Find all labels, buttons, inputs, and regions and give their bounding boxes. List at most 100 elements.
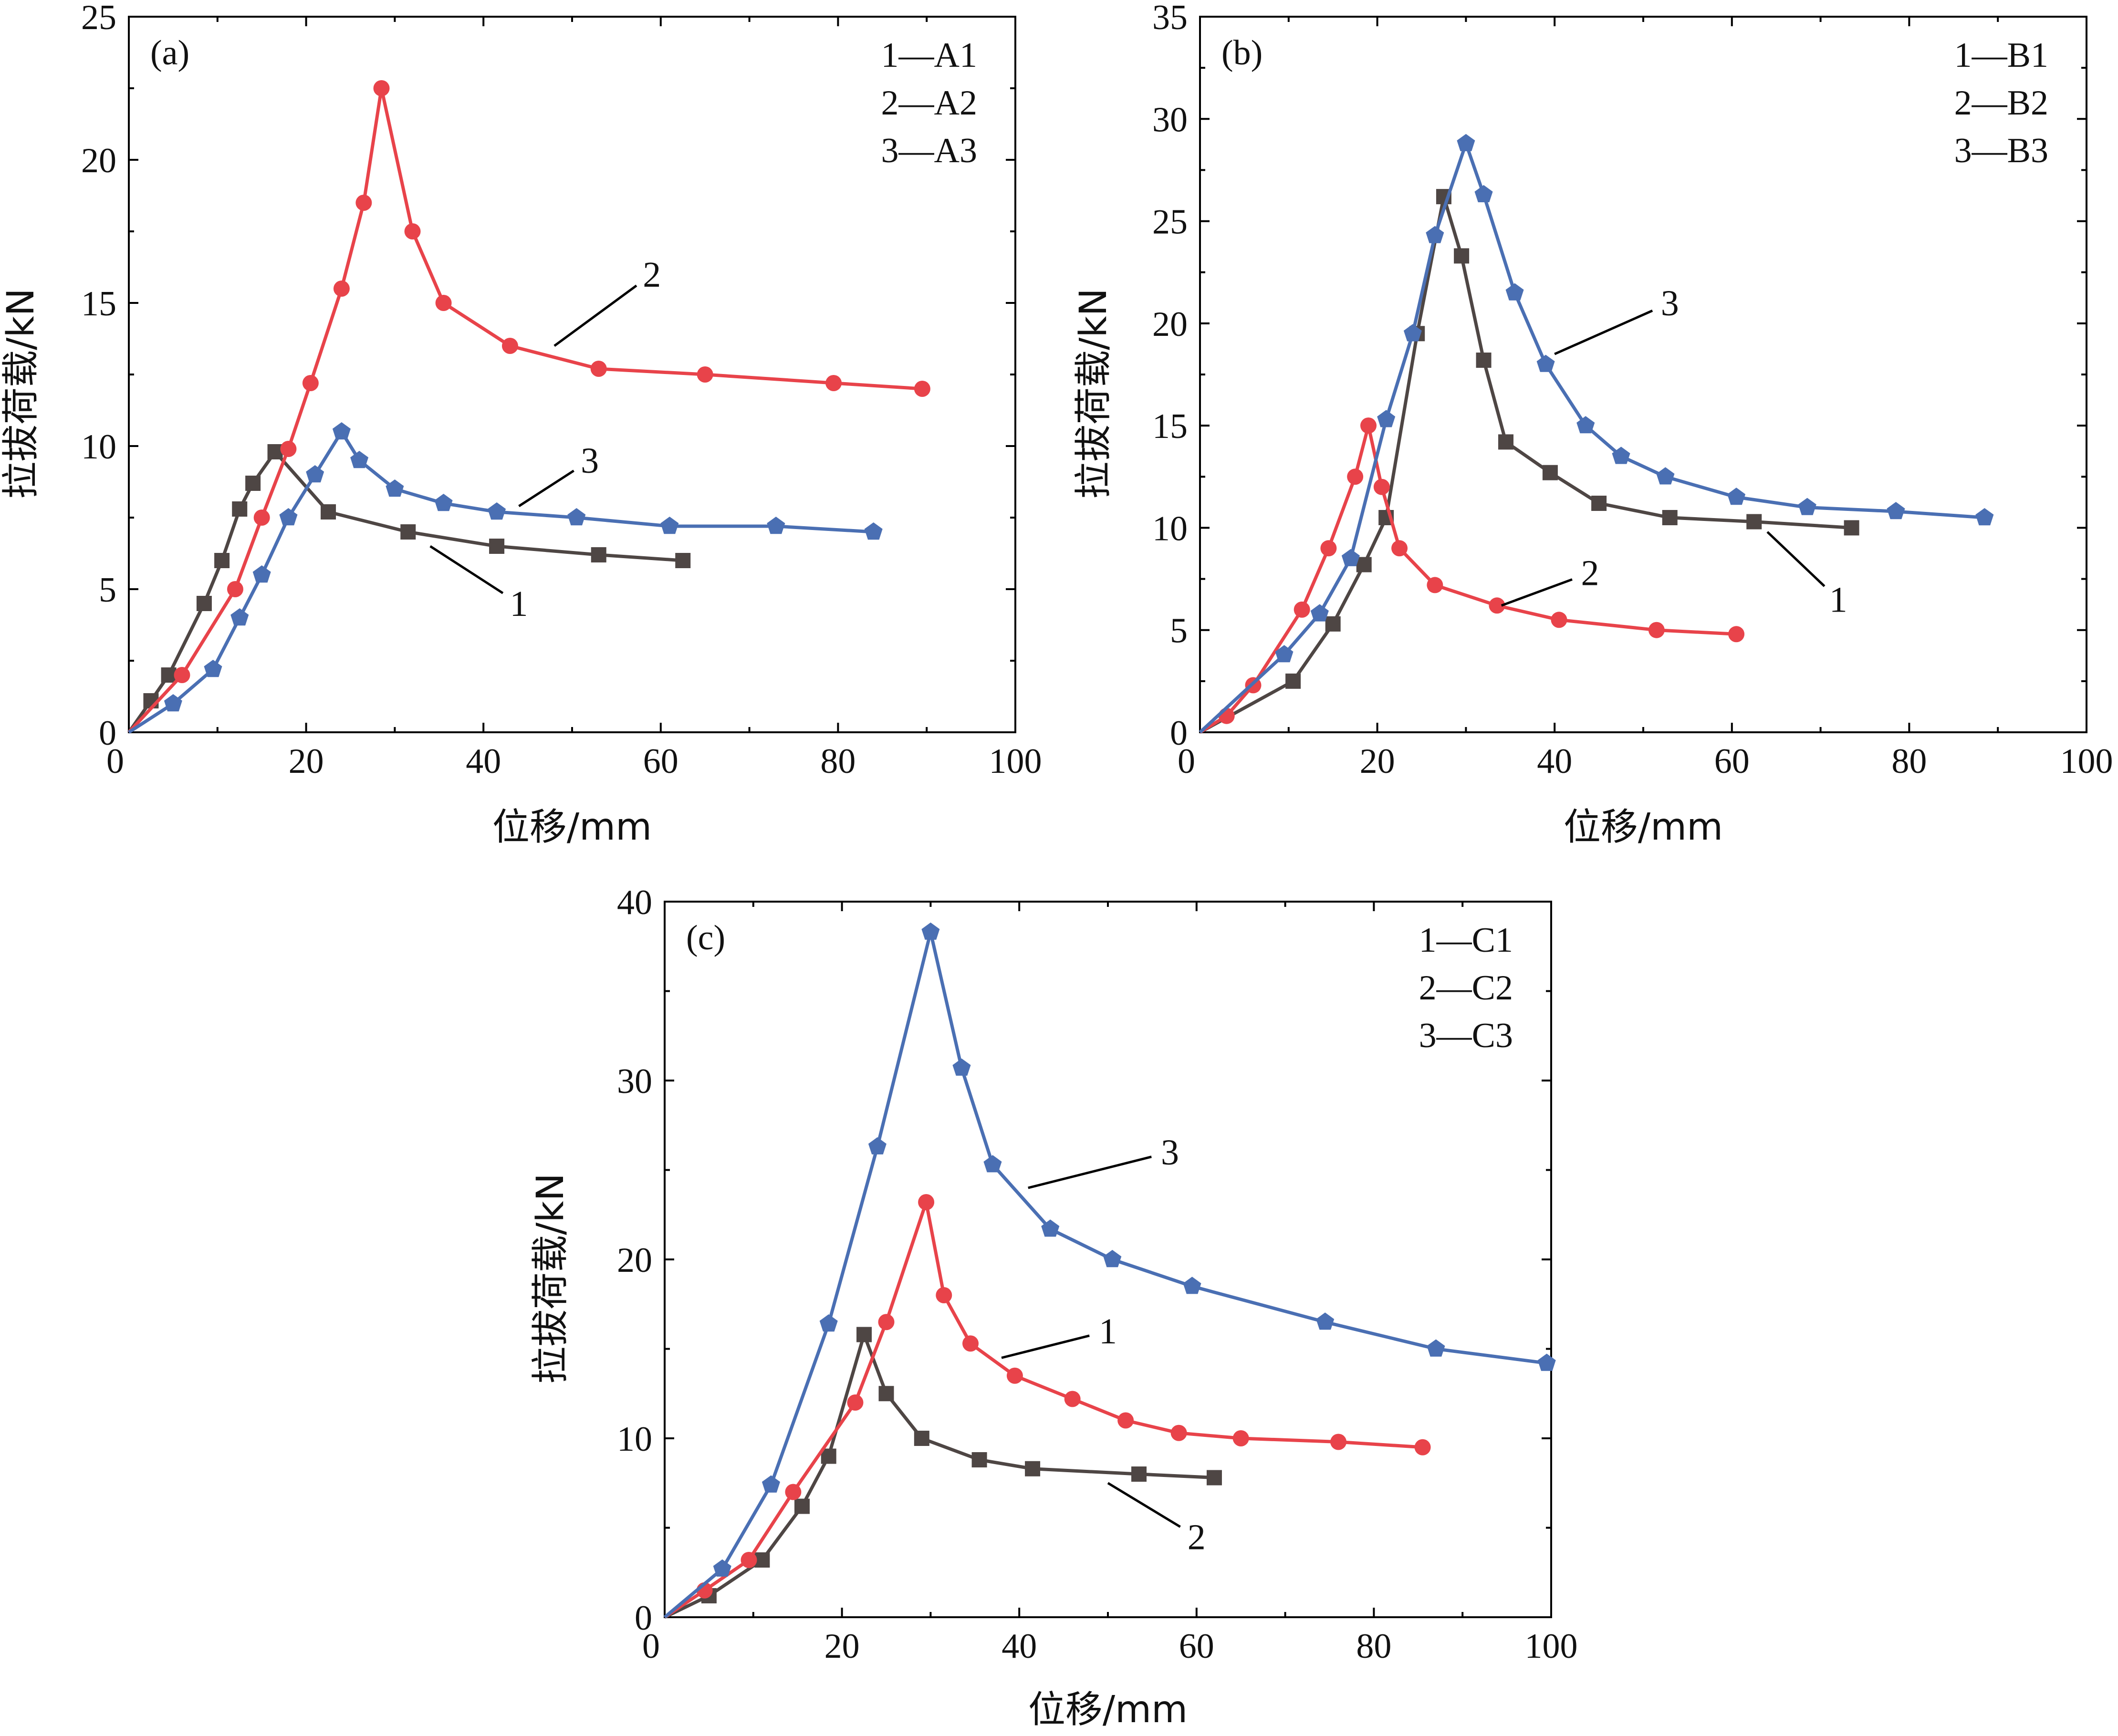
- data-point: [819, 1314, 838, 1332]
- y-tick-label: 35: [1152, 0, 1188, 37]
- leader-line: [1501, 578, 1573, 607]
- series-group: 1: [1199, 189, 1859, 734]
- data-point: [921, 922, 940, 940]
- series-group: 1: [664, 1311, 1222, 1619]
- data-point: [1117, 1412, 1134, 1429]
- y-tick-label: 0: [99, 714, 116, 753]
- x-tick-label: 60: [1179, 1627, 1214, 1666]
- data-point: [302, 375, 319, 391]
- leader-line: [1107, 1482, 1181, 1528]
- chart-panel: 0 20 40 60 80 100 0 5 10 15 20 25 30 35 位移/mm 拉拔荷载/kN (b…: [1072, 0, 2113, 849]
- panel-label: (c): [686, 918, 725, 957]
- data-point: [864, 522, 883, 540]
- data-point: [434, 494, 453, 511]
- leader-line: [518, 469, 574, 508]
- data-point: [1457, 134, 1475, 151]
- data-point: [1320, 540, 1337, 557]
- data-point: [1325, 616, 1341, 632]
- data-point: [1844, 520, 1859, 536]
- data-point: [1454, 248, 1470, 264]
- curve-label: 2: [1581, 553, 1599, 593]
- y-tick-label: 5: [1170, 612, 1188, 651]
- data-point: [1377, 410, 1396, 427]
- y-tick-label: 30: [617, 1062, 652, 1101]
- data-point: [914, 381, 930, 397]
- data-point: [1218, 707, 1235, 724]
- series-group: 3: [663, 922, 1556, 1619]
- data-point: [435, 295, 452, 311]
- data-point: [1330, 1434, 1347, 1450]
- data-point: [164, 694, 182, 712]
- data-point: [1316, 1312, 1335, 1330]
- data-point: [1064, 1391, 1081, 1407]
- x-tick-label: 40: [1537, 742, 1572, 781]
- x-tick-label: 60: [1714, 742, 1750, 781]
- leader-line: [1028, 1155, 1152, 1189]
- data-point: [1489, 597, 1505, 614]
- data-point: [373, 80, 390, 96]
- x-tick-label: 80: [820, 742, 856, 781]
- data-point: [1294, 601, 1310, 618]
- x-tick-label: 40: [466, 742, 501, 781]
- y-tick-label: 5: [99, 571, 116, 610]
- curve-label: 1: [510, 584, 528, 624]
- data-point: [204, 660, 222, 677]
- data-point: [914, 1431, 929, 1446]
- data-point: [952, 1058, 971, 1076]
- x-tick-label: 0: [1178, 742, 1195, 781]
- x-axis-title: 位移/mm: [1564, 806, 1723, 849]
- data-point: [754, 1552, 770, 1568]
- data-point: [1551, 612, 1567, 628]
- data-point: [660, 517, 679, 534]
- y-tick-label: 15: [1152, 407, 1188, 446]
- data-point: [1648, 622, 1665, 638]
- series-group: 3: [128, 422, 883, 734]
- data-point: [1206, 1470, 1222, 1486]
- data-point: [1131, 1466, 1147, 1482]
- data-point: [713, 1559, 731, 1577]
- data-point: [400, 524, 416, 540]
- data-point: [785, 1484, 802, 1500]
- data-point: [794, 1498, 810, 1514]
- data-point: [983, 1155, 1002, 1173]
- data-point: [1537, 1353, 1556, 1371]
- series-line: [128, 430, 874, 734]
- y-tick-label: 20: [81, 141, 116, 180]
- legend-entry: 1—A1: [881, 36, 977, 75]
- x-tick-label: 0: [642, 1627, 660, 1666]
- data-point: [1373, 478, 1390, 495]
- data-point: [1798, 498, 1816, 515]
- curve-label: 3: [1161, 1133, 1179, 1173]
- data-point: [245, 476, 261, 491]
- data-point: [1025, 1461, 1041, 1476]
- data-point: [1041, 1219, 1060, 1237]
- data-point: [279, 508, 298, 526]
- series-line: [1199, 142, 1985, 734]
- data-point: [697, 366, 713, 383]
- x-tick-label: 0: [106, 742, 124, 781]
- series-group: 2: [664, 1194, 1431, 1619]
- curve-label: 2: [643, 255, 661, 295]
- data-point: [741, 1552, 757, 1568]
- data-point: [232, 501, 248, 517]
- data-point: [267, 444, 283, 459]
- data-point: [1542, 465, 1558, 480]
- curve-label: 2: [1188, 1517, 1206, 1557]
- data-point: [1006, 1367, 1023, 1384]
- panel-label: (b): [1221, 33, 1262, 73]
- data-point: [489, 539, 505, 554]
- y-axis-title: 拉拔荷载/kN: [0, 288, 42, 499]
- series-line: [127, 86, 923, 734]
- legend-entry: 2—C2: [1419, 968, 1513, 1008]
- data-point: [1427, 1339, 1445, 1357]
- data-point: [918, 1194, 935, 1210]
- data-point: [825, 375, 842, 391]
- x-tick-label: 20: [824, 1627, 860, 1666]
- data-point: [1476, 353, 1492, 368]
- data-point: [306, 465, 324, 483]
- data-point: [675, 553, 691, 568]
- data-point: [1341, 549, 1360, 566]
- y-axis-title: 拉拔荷载/kN: [1072, 288, 1115, 499]
- data-point: [1887, 502, 1905, 520]
- data-point: [1347, 468, 1364, 485]
